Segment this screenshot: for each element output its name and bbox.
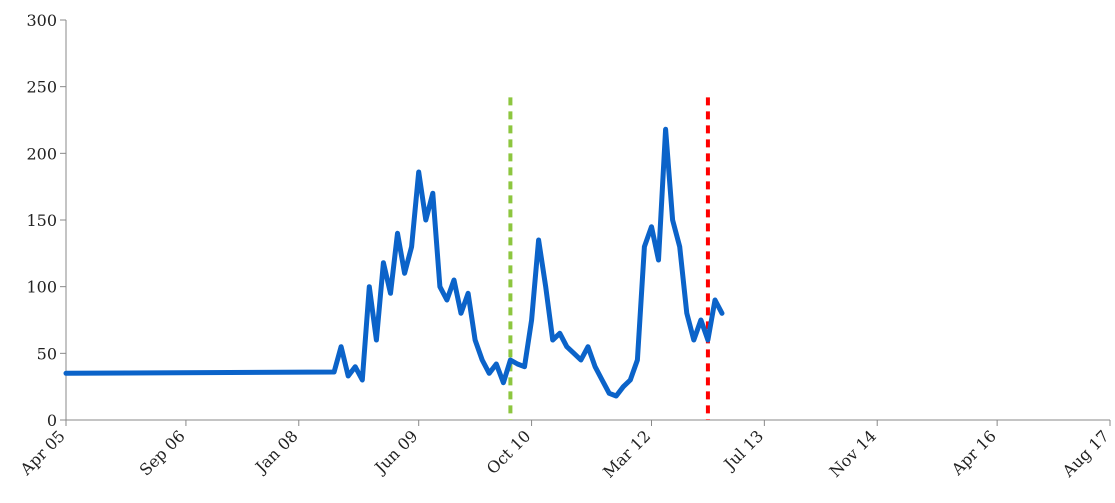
- x-tick-label: Oct 10: [483, 426, 535, 478]
- y-tick-label: 200: [26, 144, 57, 163]
- y-tick-label: 150: [26, 211, 57, 230]
- y-axis: 0 50 100 150 200 250 300: [26, 11, 67, 430]
- x-tick-label: Apr 16: [947, 426, 1000, 479]
- x-tick-label: Jul 13: [719, 426, 767, 474]
- x-tick-label: Jan 08: [250, 426, 301, 477]
- y-tick-label: 0: [47, 411, 57, 430]
- series-line: [63, 126, 725, 399]
- y-tick-label: 100: [26, 278, 57, 297]
- x-tick-label: Aug 17: [1058, 426, 1113, 481]
- x-tick-label: Apr 05: [16, 426, 69, 479]
- x-tick-label: Jun 09: [370, 426, 422, 478]
- x-tick-label: Sep 06: [136, 426, 189, 479]
- y-tick-label: 250: [26, 78, 57, 97]
- y-tick-label: 300: [26, 11, 57, 30]
- x-tick-label: Mar 12: [599, 426, 654, 481]
- y-tick-label: 50: [37, 344, 57, 363]
- series-group: [63, 126, 725, 399]
- x-axis: Apr 05 Sep 06 Jan 08 Jun 09 Oct 10 Mar 12 Jul …: [16, 419, 1113, 482]
- x-tick-label: Nov 14: [826, 426, 881, 481]
